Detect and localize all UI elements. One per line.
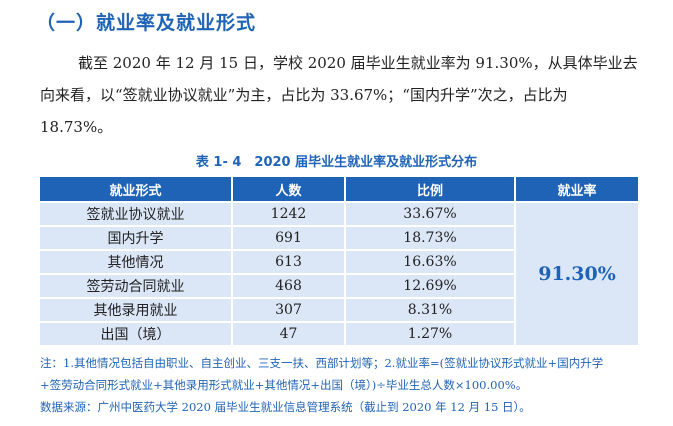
cell-form: 签劳动合同就业 [38,273,233,299]
cell-ratio: 18.73% [344,225,516,251]
data-source: 数据来源：广州中医药大学 2020 届毕业生就业信息管理系统（截止到 2020 … [40,400,531,414]
table-row: 其他录用就业 307 8.31% [38,297,639,323]
employment-table: 就业形式 人数 比例 就业率 签就业协议就业 1242 33.67% 91.30… [38,175,640,347]
header-employment-rate: 就业率 [514,175,640,203]
table-notes: 注：1.其他情况包括自由职业、自主创业、三支一扶、西部计划等；2.就业率=(签就… [40,352,660,418]
cell-count: 468 [231,273,346,299]
cell-ratio: 33.67% [344,201,516,227]
header-count: 人数 [231,175,346,203]
cell-count: 307 [231,297,346,323]
cell-form: 国内升学 [38,225,233,251]
cell-count: 47 [231,321,346,347]
header-ratio: 比例 [344,175,516,203]
table-row: 签就业协议就业 1242 33.67% 91.30% [38,201,640,347]
note-line: +签劳动合同形式就业+其他录用形式就业+其他情况+出国（境）)÷毕业生总人数×1… [40,378,528,392]
table-header-row: 就业形式 人数 比例 就业率 [38,175,640,203]
table-row: 出国（境） 47 1.27% [38,321,639,347]
table-row: 国内升学 691 18.73% [38,225,639,251]
note-line: 注：1.其他情况包括自由职业、自主创业、三支一扶、西部计划等；2.就业率=(签就… [40,356,604,370]
cell-form: 其他录用就业 [38,297,233,323]
cell-count: 691 [231,225,346,251]
table-row: 其他情况 613 16.63% [38,249,639,275]
summary-paragraph: 截至 2020 年 12 月 15 日，学校 2020 届毕业生就业率为 91.… [40,54,638,136]
cell-ratio: 12.69% [344,273,516,299]
section-heading: （一）就业率及就业形式 [36,12,257,34]
cell-ratio: 8.31% [344,297,516,323]
cell-form: 签就业协议就业 [38,201,233,227]
header-employment-form: 就业形式 [38,175,233,203]
cell-count: 1242 [231,201,346,227]
cell-ratio: 1.27% [344,321,516,347]
cell-ratio: 16.63% [344,249,516,275]
table-row: 签劳动合同就业 468 12.69% [38,273,639,299]
cell-form: 其他情况 [38,249,233,275]
cell-count: 613 [231,249,346,275]
employment-rate-value: 91.30% [514,201,640,347]
cell-form: 出国（境） [38,321,233,347]
table-caption: 表 1- 4 2020 届毕业生就业率及就业形式分布 [195,155,478,170]
